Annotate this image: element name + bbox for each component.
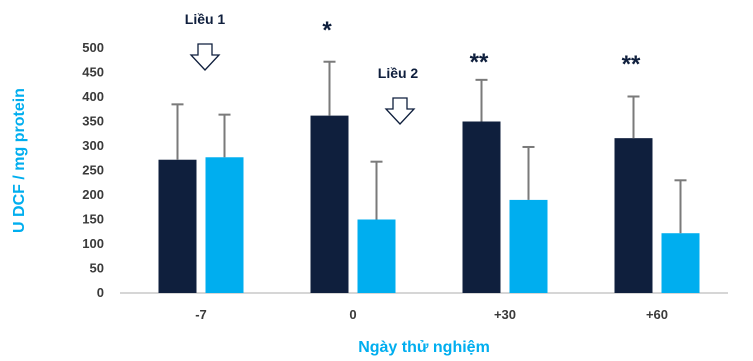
bar [357,219,396,293]
dose-label: Liều 1 [185,11,226,27]
y-axis-ticks: 0 50 100 150 200 250 300 350 400 450 500 [82,40,104,300]
y-tick-label: 300 [82,138,104,153]
y-tick-label: 150 [82,212,104,227]
y-tick-label: 250 [82,163,104,178]
bar [205,157,244,293]
x-axis-label: Ngày thử nghiệm [358,339,490,356]
y-tick-label: 100 [82,236,104,251]
x-tick-label: +30 [494,307,516,322]
bars [158,60,700,294]
y-tick-label: 200 [82,187,104,202]
bar [310,115,349,294]
significance-marker: * [322,17,332,44]
down-arrow-icon [189,43,221,71]
x-tick-label: 0 [349,307,356,322]
bar [509,199,548,293]
bar [462,121,501,293]
x-tick-label: -7 [195,307,207,322]
down-arrow-icon [384,97,416,125]
y-tick-label: 450 [82,65,104,80]
y-tick-label: 500 [82,40,104,55]
significance-marker: ** [470,49,489,76]
bar [158,159,197,293]
y-tick-label: 0 [97,285,104,300]
y-tick-label: 350 [82,114,104,129]
y-axis-label: U DCF / mg protein [11,88,28,233]
x-axis-ticks: -7 0 +30 +60 [195,307,668,322]
dose-label: Liều 2 [378,65,419,81]
significance-marker: ** [622,51,641,78]
y-tick-label: 50 [90,261,104,276]
bar [661,233,700,293]
x-tick-label: +60 [646,307,668,322]
bar [614,138,653,293]
y-tick-label: 400 [82,89,104,104]
